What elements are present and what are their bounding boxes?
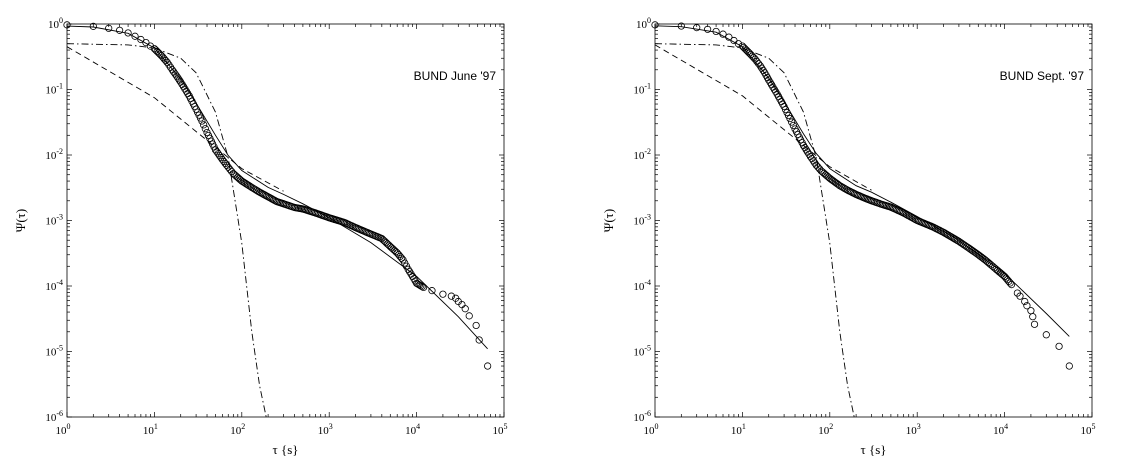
data-point [418, 283, 426, 291]
fit-line-solid [66, 25, 488, 350]
data-point [389, 245, 397, 253]
chart-annotation: BUND June '97 [414, 69, 497, 83]
data-point [734, 40, 743, 48]
data-point [1027, 307, 1035, 315]
data-point [1006, 279, 1014, 287]
x-tick-label: 104 [993, 422, 1008, 437]
x-tick-label: 102 [230, 422, 245, 437]
data-point [693, 24, 701, 32]
data-point [198, 117, 206, 125]
data-point [484, 362, 492, 370]
data-point [1016, 292, 1024, 300]
chart-annotation: BUND Sept. '97 [1000, 69, 1085, 83]
data-point [150, 45, 158, 53]
y-tick-label: 10-6 [45, 409, 63, 424]
data-point [89, 22, 97, 30]
data-point [165, 61, 173, 69]
x-tick-label: 105 [1081, 422, 1096, 437]
data-point [677, 22, 685, 30]
data-point [63, 21, 71, 29]
x-tick-label: 100 [644, 422, 659, 437]
fit-line-dashdot [654, 43, 855, 418]
x-tick-label: 104 [405, 422, 420, 437]
x-tick-label: 101 [731, 422, 746, 437]
y-tick-label: 10-1 [633, 82, 651, 97]
data-point [1030, 320, 1039, 328]
data-point [1042, 331, 1050, 339]
data-point [137, 35, 145, 44]
x-tick-label: 100 [56, 422, 71, 437]
data-point [419, 283, 428, 292]
fit-line-solid [654, 25, 1070, 337]
data-point [651, 21, 659, 29]
x-tick-label: 102 [818, 422, 833, 437]
data-point [153, 47, 161, 56]
data-point [163, 58, 171, 66]
data-point [200, 121, 208, 129]
data-point [439, 290, 447, 298]
data-point [174, 74, 182, 82]
data-point [131, 32, 139, 40]
data-point [789, 121, 797, 130]
data-point [447, 292, 455, 300]
data-point [461, 305, 469, 313]
data-point [472, 321, 480, 330]
y-tick-label: 10-3 [45, 213, 63, 228]
y-tick-label: 10-5 [633, 344, 651, 359]
y-tick-label: 10-2 [633, 147, 651, 162]
y-axis-label: Ψ(τ) [13, 209, 28, 232]
tick-marks [66, 23, 505, 418]
fit-line-dashed [654, 44, 872, 191]
data-point [428, 287, 436, 295]
data-point [475, 336, 483, 344]
x-tick-label: 105 [493, 422, 508, 437]
data-point [812, 161, 820, 169]
data-point [146, 42, 155, 50]
tick-marks [654, 23, 1093, 418]
data-point [1055, 342, 1063, 350]
data-point [1029, 313, 1037, 321]
data-point [465, 312, 473, 320]
y-tick-label: 100 [636, 16, 651, 31]
data-point [1021, 297, 1029, 306]
data-point [105, 24, 113, 32]
y-tick-label: 10-2 [45, 147, 63, 162]
y-tick-label: 100 [48, 16, 63, 31]
y-tick-label: 10-4 [45, 278, 63, 293]
data-point [201, 125, 209, 133]
data-point [809, 157, 817, 165]
x-axis-label: τ {s} [860, 442, 886, 457]
y-tick-label: 10-4 [633, 278, 651, 293]
y-tick-label: 10-1 [45, 82, 63, 97]
y-tick-label: 10-3 [633, 213, 651, 228]
data-point [1007, 281, 1016, 289]
data-point [1065, 362, 1073, 370]
x-axis-label: τ {s} [272, 442, 298, 457]
y-tick-label: 10-6 [633, 409, 651, 424]
data-point [1023, 302, 1031, 310]
data-point [788, 118, 796, 126]
fit-line-dashdot [66, 43, 267, 418]
x-tick-label: 103 [318, 422, 333, 437]
data-point [142, 39, 150, 47]
chart-panel-june: 100 101 102 103 104 105 10-6 10-5 10-4 10-3 10-2 10… [13, 16, 508, 457]
x-tick-label: 103 [906, 422, 921, 437]
y-tick-label: 10-5 [45, 344, 63, 359]
x-tick-label: 101 [143, 422, 158, 437]
chart-panel-sept: 100 101 102 103 104 105 10-6 10-5 10-4 10-3 10-2 10… [601, 16, 1096, 457]
data-point [116, 26, 124, 34]
series-data-points [651, 21, 1073, 370]
data-point [173, 72, 181, 80]
data-point [704, 25, 712, 33]
fit-line-dashed [66, 46, 284, 192]
data-point [786, 114, 794, 123]
y-axis-label: Ψ(τ) [601, 209, 616, 232]
